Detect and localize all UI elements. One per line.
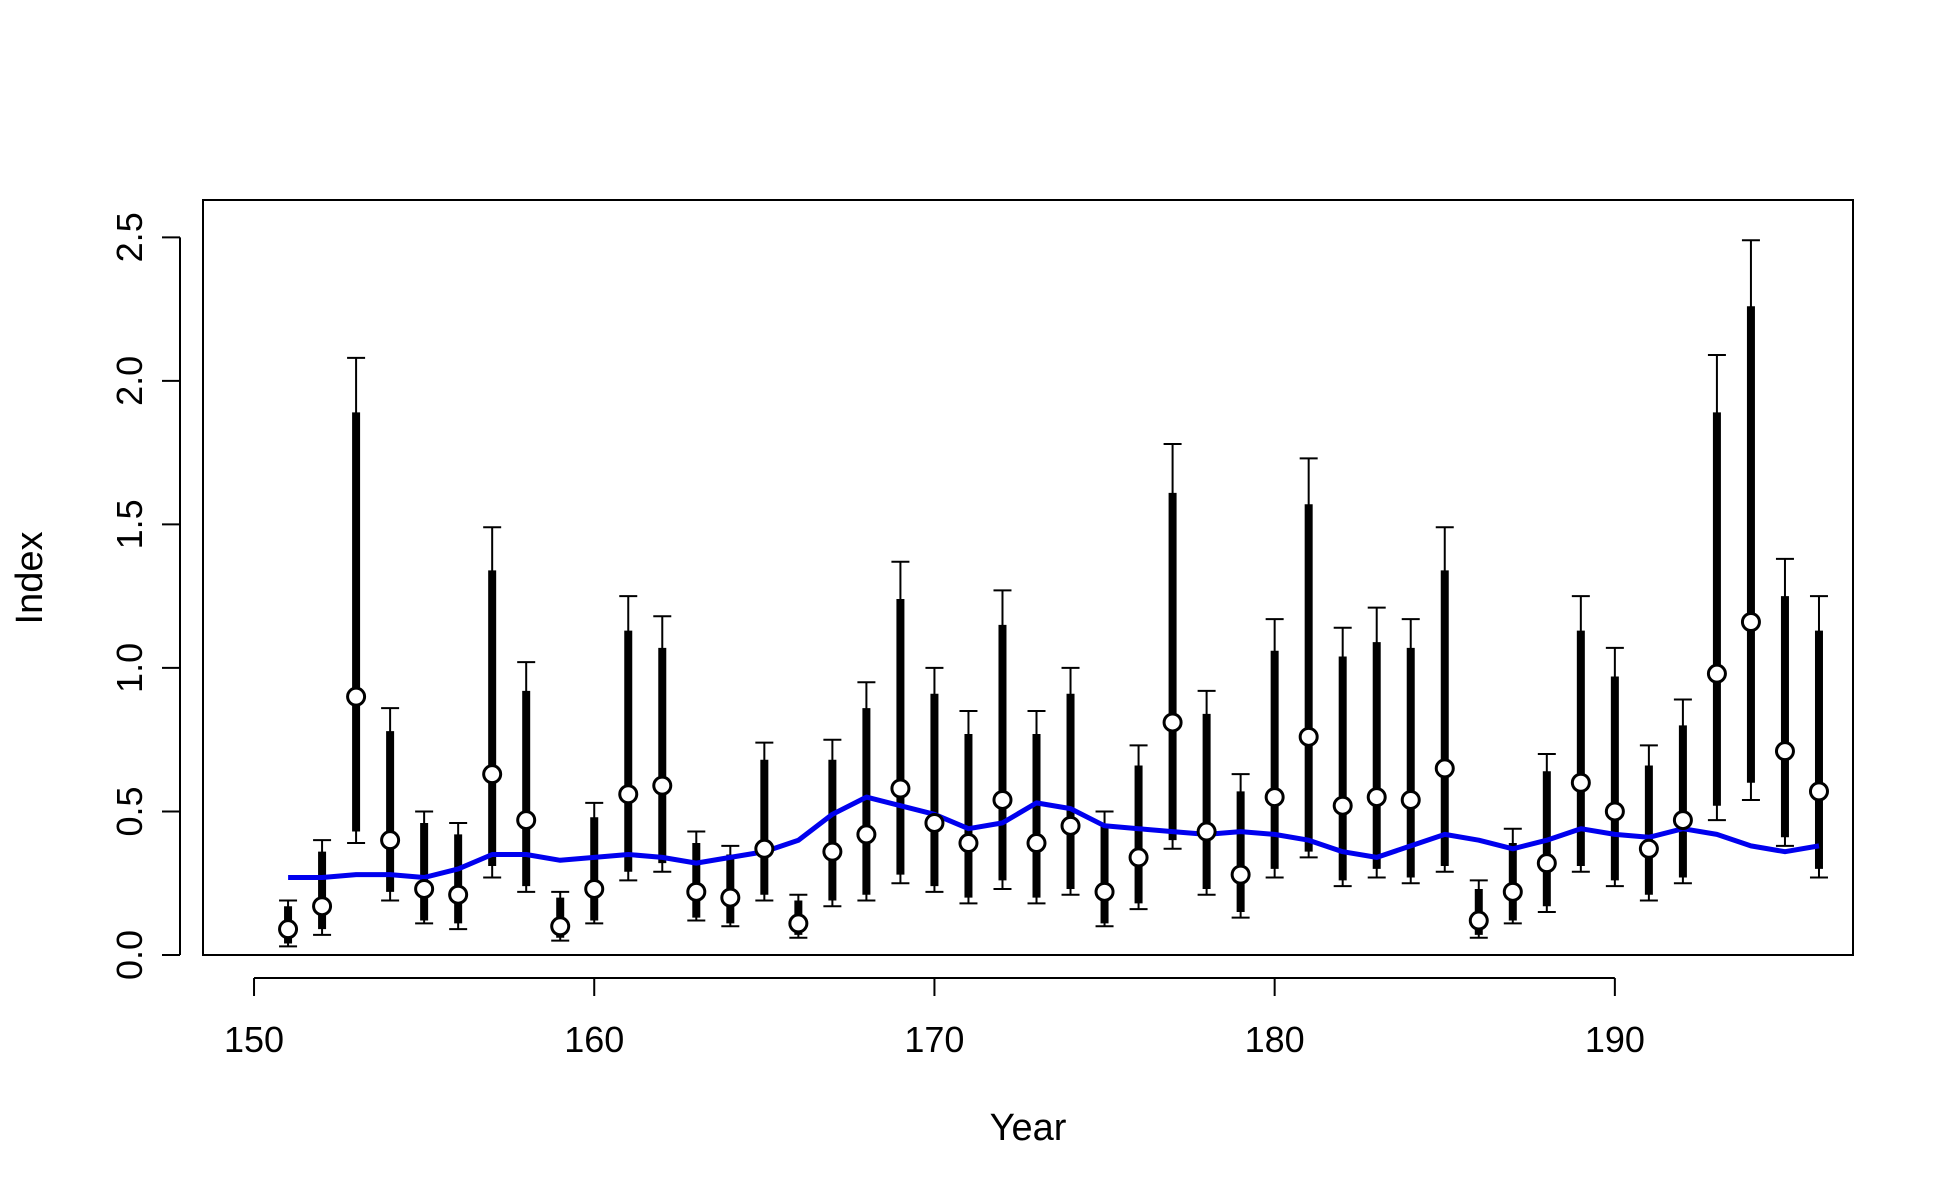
data-point: [1604, 801, 1625, 822]
data-point: [1298, 726, 1319, 747]
x-tick-label: 160: [564, 1019, 624, 1060]
data-point: [686, 881, 707, 902]
data-point: [1230, 864, 1251, 885]
data-point: [1638, 838, 1659, 859]
data-point: [1502, 881, 1523, 902]
data-point: [1264, 787, 1285, 808]
data-point: [380, 830, 401, 851]
y-axis: 0.0 0.5 1.0 1.5 2.0 2.5: [109, 212, 181, 980]
data-point: [652, 775, 673, 796]
data-point: [1026, 833, 1047, 854]
data-point: [1468, 910, 1489, 931]
data-point: [516, 810, 537, 831]
data-point: [1332, 795, 1353, 816]
x-tick-label: 170: [904, 1019, 964, 1060]
data-point: [346, 686, 367, 707]
y-tick-label: 0.0: [109, 930, 150, 980]
fit-line-group: [288, 794, 1820, 880]
data-point: [1808, 781, 1829, 802]
data-point: [1094, 881, 1115, 902]
data-point: [890, 778, 911, 799]
y-tick-label: 1.0: [109, 643, 150, 693]
data-point: [822, 841, 843, 862]
data-point: [856, 824, 877, 845]
data-points: [278, 611, 1829, 940]
x-tick-label: 180: [1245, 1019, 1305, 1060]
data-point: [992, 789, 1013, 810]
data-point: [1060, 815, 1081, 836]
x-tick-label: 150: [224, 1019, 284, 1060]
y-tick-label: 2.5: [109, 212, 150, 262]
data-point: [1434, 758, 1455, 779]
data-point: [1128, 847, 1149, 868]
data-point: [1570, 772, 1591, 793]
data-point: [550, 916, 571, 937]
y-tick-label: 2.0: [109, 356, 150, 406]
data-point: [754, 838, 775, 859]
data-point: [1672, 810, 1693, 831]
fit-line: [288, 794, 1820, 880]
data-point: [312, 896, 333, 917]
data-point: [1774, 741, 1795, 762]
data-point: [1196, 821, 1217, 842]
data-point: [414, 878, 435, 899]
data-point: [720, 887, 741, 908]
confidence-intervals: [279, 239, 1828, 948]
data-point: [618, 784, 639, 805]
data-point: [1706, 663, 1727, 684]
y-axis-label: Index: [9, 532, 51, 625]
data-point: [788, 913, 809, 934]
data-point: [448, 884, 469, 905]
x-axis: 150 160 170 180 190: [224, 977, 1645, 1060]
y-tick-label: 0.5: [109, 786, 150, 836]
data-point: [482, 764, 503, 785]
data-point: [1740, 611, 1761, 632]
data-point: [1366, 787, 1387, 808]
plot-frame: [202, 199, 1854, 956]
x-axis-label: Year: [990, 1107, 1067, 1149]
data-point: [1162, 712, 1183, 733]
data-point: [278, 919, 299, 940]
x-tick-label: 190: [1585, 1019, 1645, 1060]
data-point: [958, 833, 979, 854]
data-point: [1400, 789, 1421, 810]
data-point: [924, 812, 945, 833]
y-tick-label: 1.5: [109, 499, 150, 549]
data-point: [1536, 853, 1557, 874]
data-point: [584, 878, 605, 899]
